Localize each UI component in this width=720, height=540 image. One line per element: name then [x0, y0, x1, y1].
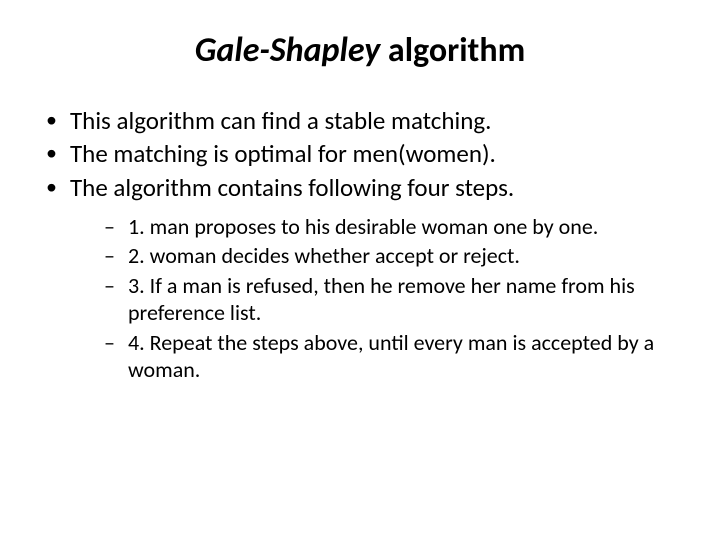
sub-bullet-text: 4. Repeat the steps above, until every m…: [128, 329, 654, 384]
slide-title: Gale-Shapley algorithm: [36, 30, 684, 71]
sub-bullet-item: 4. Repeat the steps above, until every m…: [104, 329, 684, 384]
sub-bullet-text: 2. woman decides whether accept or rejec…: [128, 242, 520, 269]
sub-bullet-item: 2. woman decides whether accept or rejec…: [104, 242, 684, 270]
slide: Gale-Shapley algorithm This algorithm ca…: [0, 0, 720, 540]
title-italic: Gale-Shapley: [195, 30, 380, 71]
bullet-item: The algorithm contains following four st…: [46, 172, 684, 384]
sub-bullet-item: 3. If a man is refused, then he remove h…: [104, 272, 684, 327]
bullet-list: This algorithm can find a stable matchin…: [46, 105, 684, 384]
bullet-text: The algorithm contains following four st…: [70, 172, 514, 203]
bullet-item: The matching is optimal for men(women).: [46, 138, 684, 169]
bullet-text: The matching is optimal for men(women).: [70, 138, 496, 169]
sub-bullet-text: 1. man proposes to his desirable woman o…: [128, 213, 598, 240]
sub-bullet-list: 1. man proposes to his desirable woman o…: [104, 213, 684, 384]
sub-bullet-item: 1. man proposes to his desirable woman o…: [104, 213, 684, 241]
bullet-item: This algorithm can find a stable matchin…: [46, 105, 684, 136]
title-rest: algorithm: [380, 30, 525, 71]
sub-bullet-text: 3. If a man is refused, then he remove h…: [128, 272, 635, 327]
bullet-text: This algorithm can find a stable matchin…: [70, 105, 491, 136]
